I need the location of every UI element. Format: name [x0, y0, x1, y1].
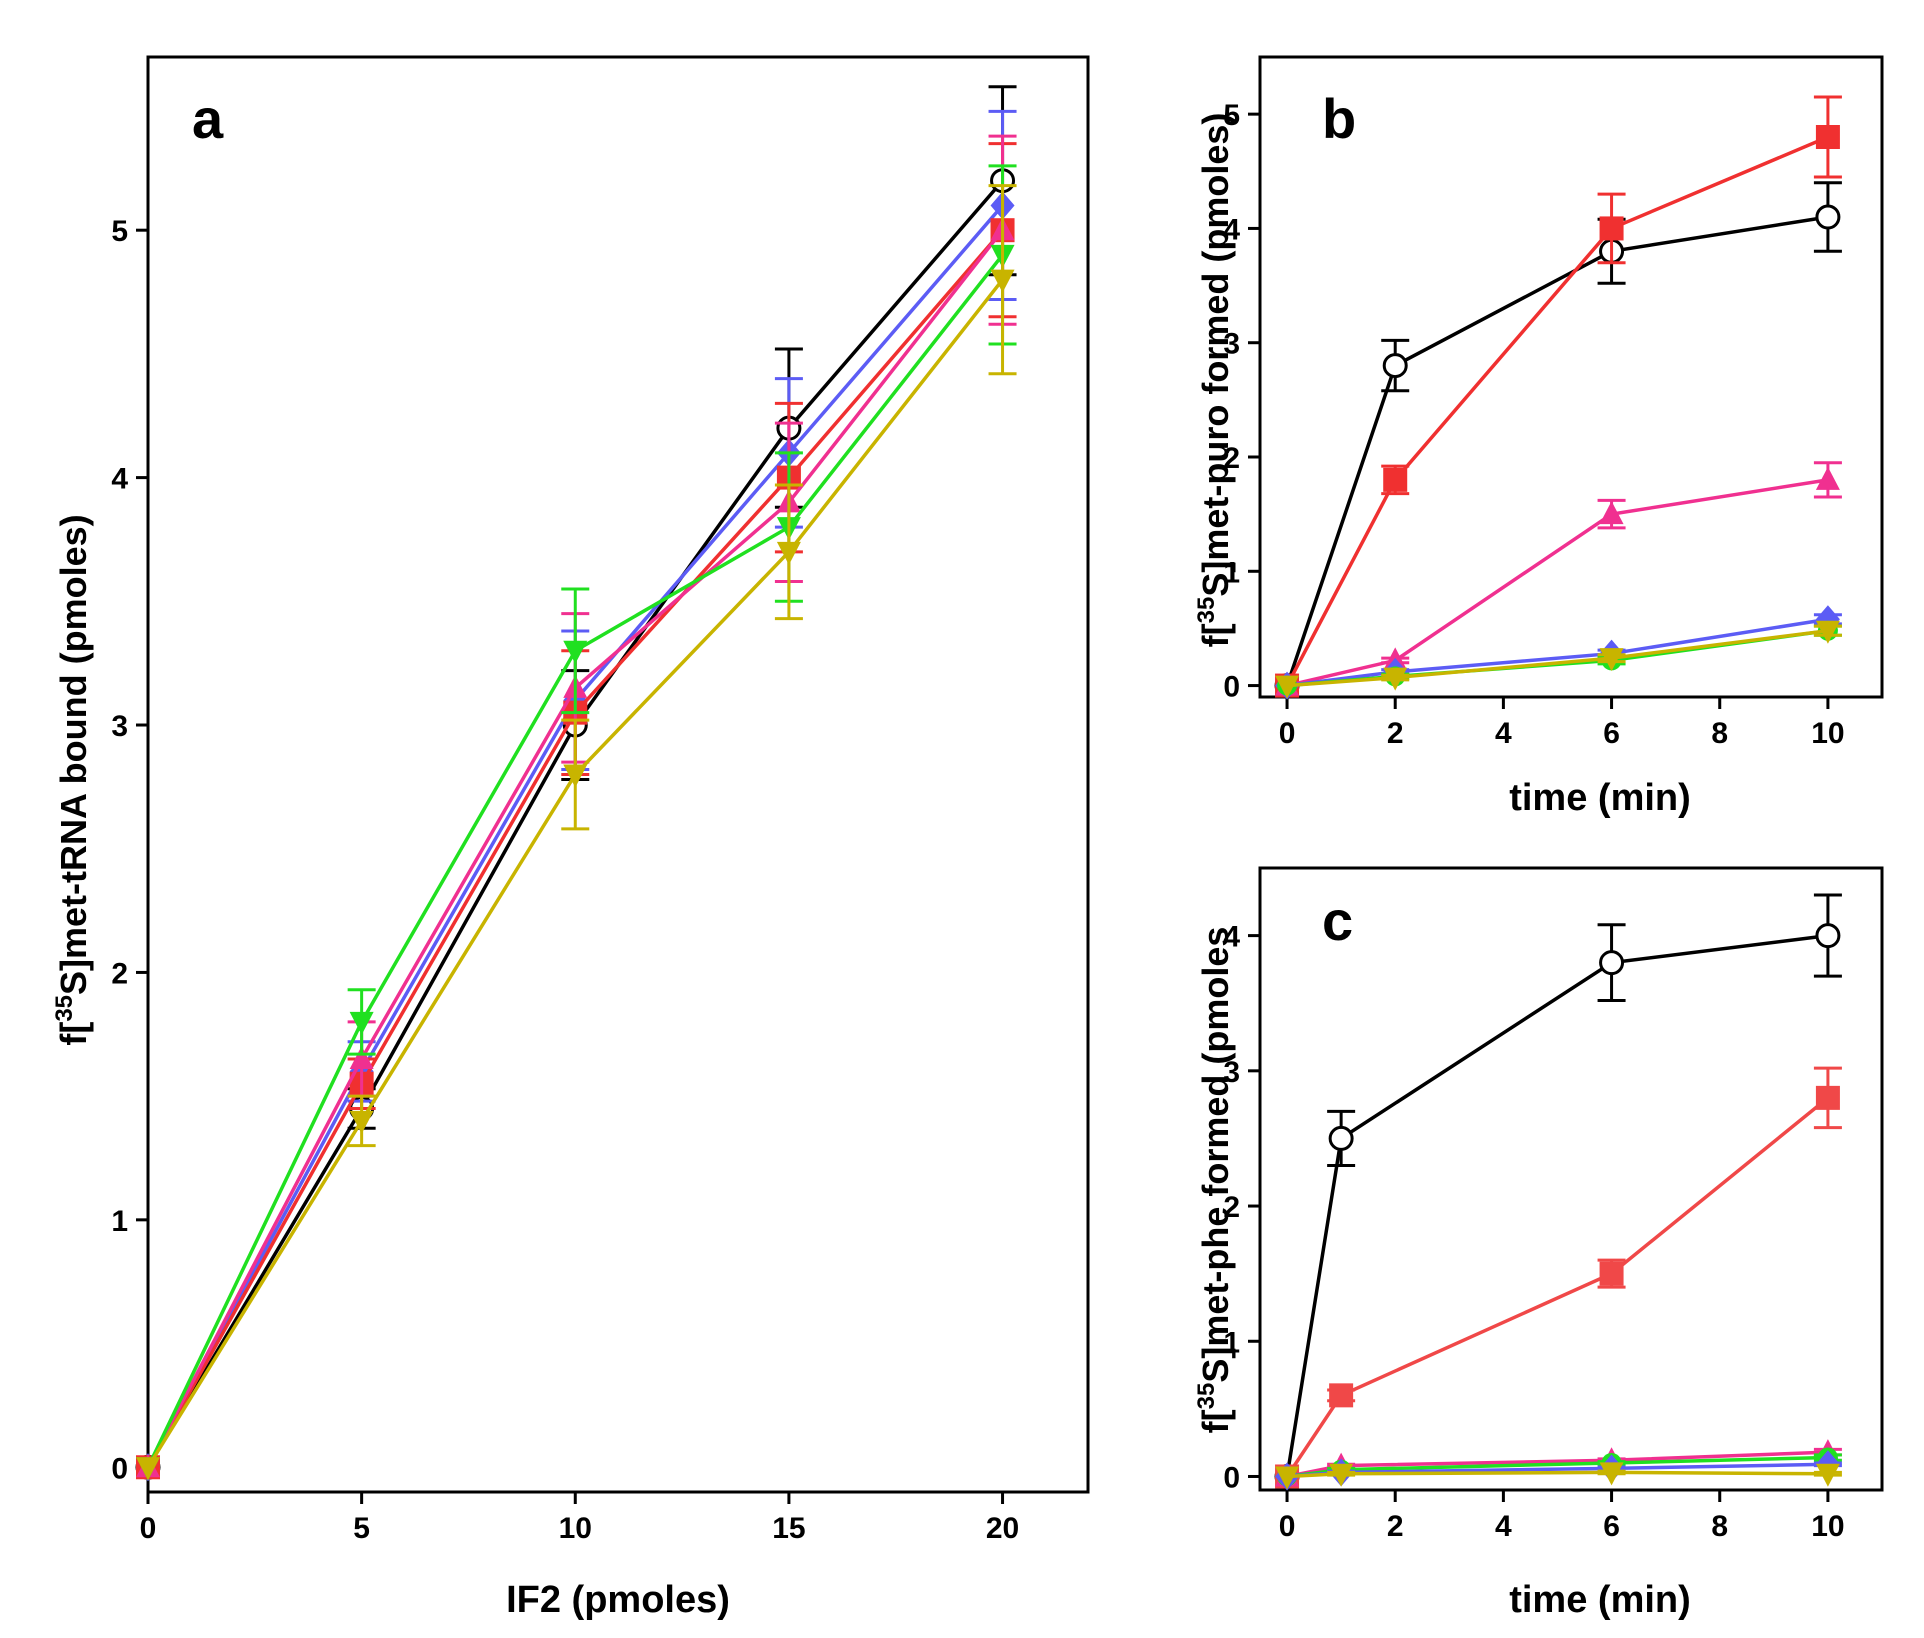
panel-c-series-magenta-line — [1286, 1450, 1828, 1479]
panel-a-x-tick-label-0: 0 — [140, 1512, 157, 1545]
panel-c-x-tick-label-4: 8 — [1711, 1510, 1728, 1543]
panel-c-series-olive-point-1 — [1329, 1463, 1354, 1487]
panel-b-series-black-point-3 — [1815, 204, 1841, 230]
panel-b-y-tick-label-1: 1 — [1223, 556, 1240, 589]
panel-a-y-axis-label: f[35S]met-tRNA bound (pmoles) — [51, 514, 94, 1045]
panel-c-x-tick-label-3: 6 — [1603, 1510, 1620, 1543]
panel-b-series-red-point-3 — [1815, 125, 1840, 149]
panel-c-series-olive — [1275, 1462, 1842, 1490]
panel-c-series-red-point-1 — [1329, 1383, 1354, 1408]
panel-b-x-tick-label-2: 4 — [1495, 717, 1512, 750]
panel-a-x-tick-label-3: 15 — [772, 1512, 805, 1545]
panel-a-frame — [146, 55, 1090, 1494]
panel-b-series-red-line — [1285, 135, 1829, 687]
panel-b-series-olive-line — [1286, 628, 1829, 688]
panel-b-y-tick-label-0: 0 — [1223, 671, 1240, 704]
panel-a-series-olive-line — [146, 278, 1004, 1469]
panel-b-y-tick-label-4: 4 — [1223, 213, 1240, 246]
panel-a-label: a — [192, 87, 224, 150]
panel-a-y-tick-label-0: 0 — [111, 1452, 128, 1485]
panel-c-series-olive-point-3 — [1815, 1463, 1840, 1487]
panel-a-x-tick-label-1: 5 — [353, 1512, 370, 1545]
panel-a-x-tick-label-2: 10 — [559, 1512, 592, 1545]
panel-b-series-olive-point-0 — [1275, 675, 1300, 699]
panel-b-series-olive-point-3 — [1815, 620, 1840, 644]
panel-b-series-olive-point-1 — [1383, 667, 1408, 691]
panel-b-series-olive — [1275, 620, 1842, 699]
panel-c-series-red-point-2 — [1599, 1261, 1624, 1286]
panel-a-x-axis-label: IF2 (pmoles) — [506, 1579, 730, 1621]
panel-a-series-olive-point-2 — [563, 764, 588, 788]
panel-a-y-tick-label-2: 2 — [111, 957, 128, 990]
panel-b-series-red-point-2 — [1599, 216, 1624, 241]
panel-a-series-olive-point-3 — [776, 541, 801, 565]
panel-c-series-red — [1275, 1066, 1842, 1489]
panel-c-y-tick-label-3: 3 — [1223, 1056, 1240, 1089]
panel-b-series-blue — [1275, 605, 1842, 700]
panel-b-series-black — [1274, 181, 1842, 699]
panel-b-series-blue-line — [1286, 617, 1829, 688]
panel-c-series-black-point-2 — [1599, 950, 1625, 976]
panel-c-series-red-line — [1285, 1096, 1830, 1478]
panel-c-series-olive-line — [1286, 1470, 1828, 1479]
panel-b-series-black-point-1 — [1382, 353, 1408, 379]
panel-b-y-tick-label-5: 5 — [1223, 99, 1240, 132]
panel-b-series-red-point-1 — [1383, 467, 1408, 492]
panel-b-x-tick-label-5: 10 — [1811, 717, 1844, 750]
panel-a-y-tick-label-4: 4 — [111, 463, 128, 496]
panel-a-series-olive — [136, 184, 1017, 1481]
panel-c-series-olive-point-2 — [1599, 1462, 1624, 1486]
panel-a-series-green-point-2 — [563, 640, 588, 664]
panel-b-x-axis-label: time (min) — [1509, 777, 1691, 819]
panel-a-series-olive-point-0 — [136, 1457, 160, 1481]
panel-a-x-tick-label-4: 20 — [986, 1512, 1019, 1545]
panel-b-series-olive-point-2 — [1599, 648, 1624, 672]
panel-c-series-black-point-3 — [1815, 923, 1841, 949]
panel-c-y-tick-label-1: 1 — [1223, 1326, 1240, 1359]
panel-a-series-green-point-1 — [349, 1011, 374, 1035]
panel-a-series-magenta-point-1 — [349, 1046, 374, 1070]
panel-c-series-red-point-3 — [1815, 1085, 1840, 1110]
panel-c-x-axis-label: time (min) — [1509, 1579, 1691, 1621]
panel-c-x-tick-label-0: 0 — [1279, 1510, 1296, 1543]
panel-b-series-black-line — [1285, 215, 1829, 687]
panel-a-series-green-line — [146, 253, 1004, 1469]
panel-c-y-axis-label: f[35S]met-phe formed (pmoles — [1193, 927, 1236, 1434]
panel-c-series-olive-point-0 — [1275, 1466, 1300, 1490]
panel-c: c time (min) f[35S]met-phe formed (pmole… — [1193, 866, 1884, 1621]
panel-c-x-tick-label-1: 2 — [1387, 1510, 1404, 1543]
panel-c-series-black-line — [1285, 933, 1829, 1477]
panel-b: b time (min) f[35S]met-puro formed (pmol… — [1193, 55, 1884, 819]
panel-b-y-tick-label-2: 2 — [1223, 442, 1240, 475]
panel-c-y-tick-label-2: 2 — [1223, 1191, 1240, 1224]
panel-b-frame — [1258, 55, 1884, 699]
panel-b-series-magenta-line — [1286, 478, 1829, 688]
panel-b-y-tick-label-3: 3 — [1223, 328, 1240, 361]
panel-a-series-olive-point-1 — [349, 1110, 374, 1134]
panel-a-y-tick-label-3: 3 — [111, 710, 128, 743]
panel-c-x-tick-label-2: 4 — [1495, 1510, 1512, 1543]
panel-a-y-tick-label-5: 5 — [111, 215, 128, 248]
panel-c-frame — [1258, 866, 1884, 1492]
panel-c-series-black — [1274, 893, 1842, 1489]
panel-c-label: c — [1322, 889, 1353, 952]
panel-a-y-tick-label-1: 1 — [111, 1205, 128, 1238]
panel-c-y-tick-label-4: 4 — [1223, 921, 1240, 954]
panel-b-x-tick-label-1: 2 — [1387, 717, 1404, 750]
panel-b-label: b — [1322, 87, 1356, 150]
panel-b-series-magenta-point-3 — [1815, 466, 1840, 490]
panel-b-x-tick-label-3: 6 — [1603, 717, 1620, 750]
panel-b-y-axis-label: f[35S]met-puro formed (pmoles) — [1193, 113, 1236, 648]
panel-c-series-black-point-1 — [1328, 1125, 1354, 1151]
panel-a-series-olive-point-4 — [990, 269, 1015, 293]
panel-b-x-tick-label-4: 8 — [1711, 717, 1728, 750]
panel-c-x-tick-label-5: 10 — [1811, 1510, 1844, 1543]
panel-b-series-magenta — [1275, 461, 1842, 696]
panel-a: a IF2 (pmoles) f[35S]met-tRNA bound (pmo… — [51, 55, 1090, 1621]
panel-b-series-red — [1275, 95, 1842, 698]
panel-b-x-tick-label-0: 0 — [1279, 717, 1296, 750]
panel-b-series-magenta-point-2 — [1599, 501, 1624, 525]
panel-c-y-tick-label-0: 0 — [1223, 1461, 1240, 1494]
